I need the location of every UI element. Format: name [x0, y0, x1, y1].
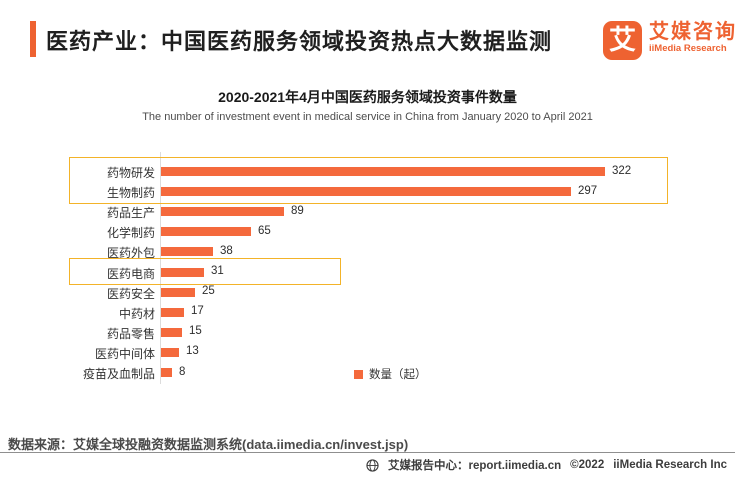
legend-label: 数量（起） [369, 369, 427, 381]
category-label: 医药电商 [106, 266, 155, 281]
bar [161, 307, 184, 317]
value-label: 15 [189, 325, 202, 338]
iimedia-logo-icon: 艾 [603, 21, 642, 60]
category-label: 药品生产 [106, 206, 155, 221]
value-label: 31 [211, 265, 224, 277]
category-label: 医药中间体 [94, 346, 155, 361]
category-label: 疫苗及血制品 [82, 367, 155, 381]
category-label: 医药安全 [106, 286, 155, 301]
globe-icon [366, 458, 379, 472]
value-label: 17 [191, 305, 204, 318]
bar [161, 167, 605, 176]
value-label: 13 [186, 345, 199, 358]
brand-name-cn: 艾媒咨询 [649, 21, 735, 43]
bar [161, 287, 195, 297]
y-axis-line [160, 152, 161, 384]
header-accent-bar [30, 21, 36, 57]
chart-title: 2020-2021年4月中国医药服务领域投资事件数量 [218, 89, 517, 105]
legend-swatch-icon [354, 369, 363, 379]
value-label: 65 [258, 224, 271, 237]
highlight-box [69, 157, 668, 205]
bar [161, 368, 172, 377]
value-label: 38 [220, 244, 233, 257]
bar [161, 267, 204, 277]
brand-text: 艾媒咨询 iiMedia Research [649, 21, 735, 55]
chart-legend: 数量（起） [354, 366, 427, 382]
footer-bottom-bar: 艾媒报告中心：report.iimedia.cn ©2022 iiMedia R… [366, 457, 727, 473]
value-label: 25 [202, 285, 215, 298]
bar [161, 327, 182, 337]
brand-name-en: iiMedia Research [649, 43, 727, 54]
value-label: 322 [612, 164, 632, 177]
bar [161, 247, 213, 257]
copyright-text: ©2022 [570, 459, 605, 471]
chart-subtitle: The number of investment event in medica… [142, 111, 593, 123]
category-label: 药物研发 [106, 166, 155, 180]
company-text: iiMedia Research Inc [613, 459, 727, 471]
bar [161, 347, 179, 357]
iimedia-logo: 艾 艾媒咨询 iiMedia Research [603, 21, 735, 60]
data-source-note: 数据来源：艾媒全球投融资数据监测系统(data.iimedia.cn/inves… [8, 437, 409, 452]
category-label: 化学制药 [106, 226, 155, 241]
report-center-text: 艾媒报告中心：report.iimedia.cn [387, 460, 562, 472]
value-label: 89 [291, 204, 304, 217]
page-title: 医药产业：中国医药服务领域投资热点大数据监测 [46, 29, 553, 54]
category-label: 生物制药 [106, 186, 155, 201]
category-label: 药品零售 [106, 326, 155, 341]
value-label: 8 [179, 365, 186, 378]
category-label: 中药材 [118, 306, 155, 321]
bar [161, 227, 251, 237]
bar [161, 187, 571, 197]
category-label: 医药外包 [106, 246, 155, 261]
value-label: 297 [578, 184, 598, 197]
bar [161, 207, 284, 217]
footer-divider [0, 452, 735, 453]
